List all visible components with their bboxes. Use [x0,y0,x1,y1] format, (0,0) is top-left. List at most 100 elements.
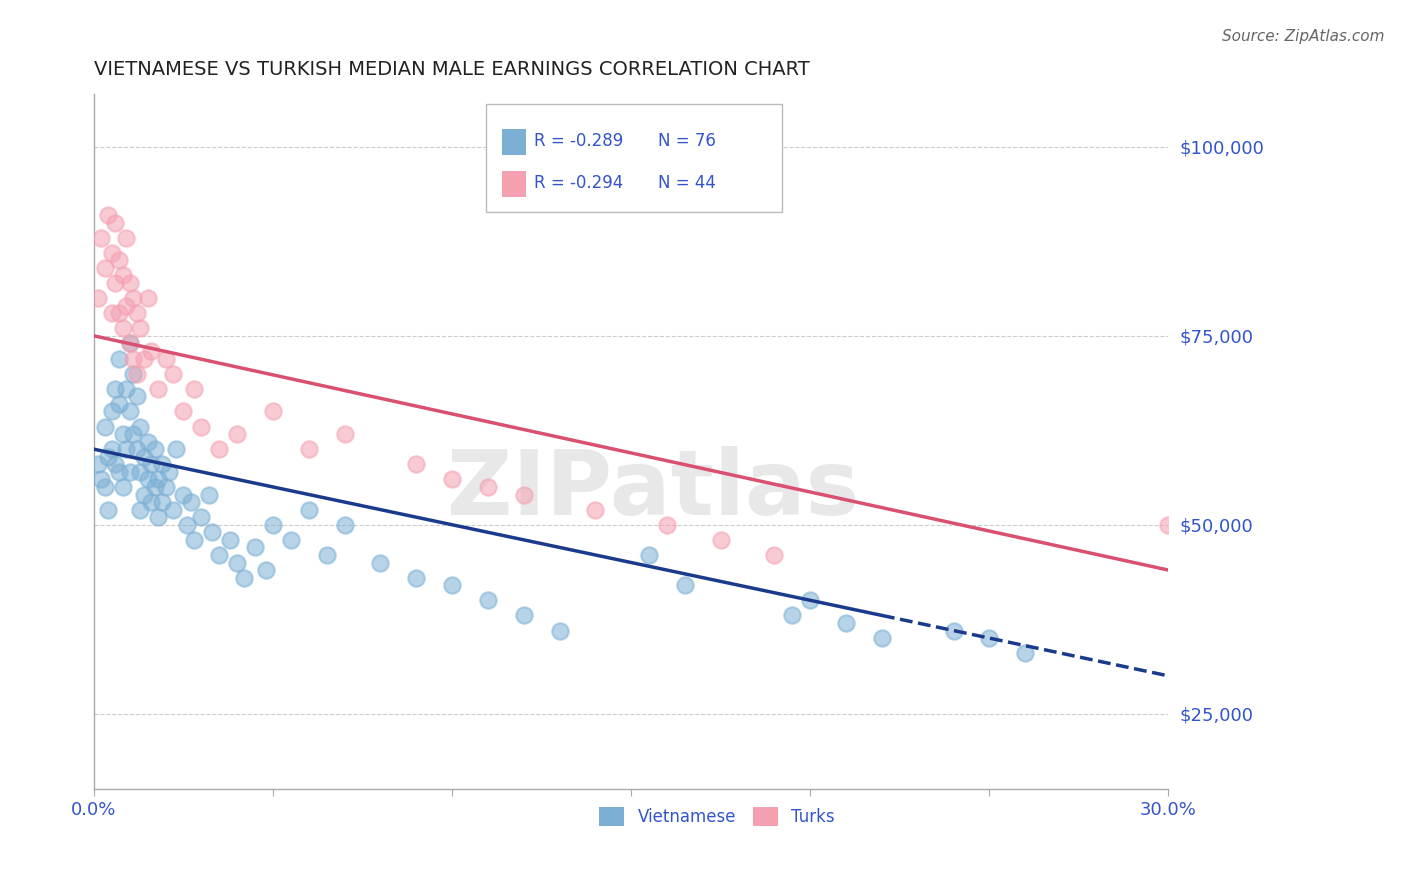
Point [148,510,170,524]
Point [477,593,499,607]
Point [835,615,858,630]
Point [115,382,138,396]
Point [183,382,205,396]
Point [176,517,198,532]
Point [108,351,131,366]
Point [101,306,124,320]
Point [870,631,893,645]
Point [141,458,163,472]
Point [101,442,124,457]
Point [108,465,131,479]
Point [125,367,148,381]
Point [93,260,115,275]
Point [111,427,134,442]
Point [111,480,134,494]
Point [477,480,499,494]
Point [125,306,148,320]
Point [180,495,202,509]
Point [165,442,187,457]
Point [655,517,678,532]
Point [97,502,120,516]
Point [108,253,131,268]
Point [298,502,321,516]
Point [118,404,141,418]
Point [104,382,127,396]
Point [233,571,256,585]
Point [101,245,124,260]
Point [122,351,145,366]
Point [86,458,108,472]
Point [513,487,536,501]
Point [208,548,231,562]
Point [129,321,152,335]
Point [115,299,138,313]
Point [125,442,148,457]
Point [141,495,163,509]
Point [583,502,606,516]
Point [172,487,194,501]
Point [132,351,155,366]
Point [183,533,205,547]
Point [129,502,152,516]
Text: ZIPatlas: ZIPatlas [447,446,859,534]
Point [298,442,321,457]
Point [111,321,134,335]
Point [243,541,266,555]
Point [132,487,155,501]
Point [315,548,337,562]
Point [226,556,249,570]
Point [125,389,148,403]
Point [93,419,115,434]
Text: R = -0.289: R = -0.289 [534,132,624,151]
Point [942,624,965,638]
Point [143,442,166,457]
Text: N = 76: N = 76 [658,132,716,151]
Point [157,465,180,479]
Bar [502,128,526,155]
Point [122,367,145,381]
Point [122,427,145,442]
Point [122,291,145,305]
Point [141,343,163,358]
Text: N = 44: N = 44 [658,174,716,192]
Text: R = -0.294: R = -0.294 [534,174,624,192]
Point [108,397,131,411]
Point [155,480,177,494]
Point [172,404,194,418]
Point [148,382,170,396]
Point [441,578,464,592]
Point [115,442,138,457]
Point [136,472,159,486]
Point [93,480,115,494]
Point [548,624,571,638]
Point [208,442,231,457]
Point [1157,517,1180,532]
Point [150,458,173,472]
Point [405,571,427,585]
Point [129,419,152,434]
Text: VIETNAMESE VS TURKISH MEDIAN MALE EARNINGS CORRELATION CHART: VIETNAMESE VS TURKISH MEDIAN MALE EARNIN… [94,60,810,78]
Point [97,208,120,222]
Point [162,367,184,381]
Point [190,419,212,434]
Point [155,351,177,366]
Point [118,465,141,479]
Point [197,487,219,501]
Point [262,517,284,532]
Point [97,450,120,464]
Point [405,458,427,472]
Point [90,472,112,486]
Point [333,517,356,532]
Point [333,427,356,442]
Point [254,563,277,577]
Point [441,472,464,486]
Point [150,495,173,509]
Point [799,593,821,607]
Point [190,510,212,524]
Point [118,276,141,290]
Point [136,434,159,449]
Point [90,230,112,244]
Point [104,215,127,229]
Point [111,268,134,283]
Point [118,336,141,351]
